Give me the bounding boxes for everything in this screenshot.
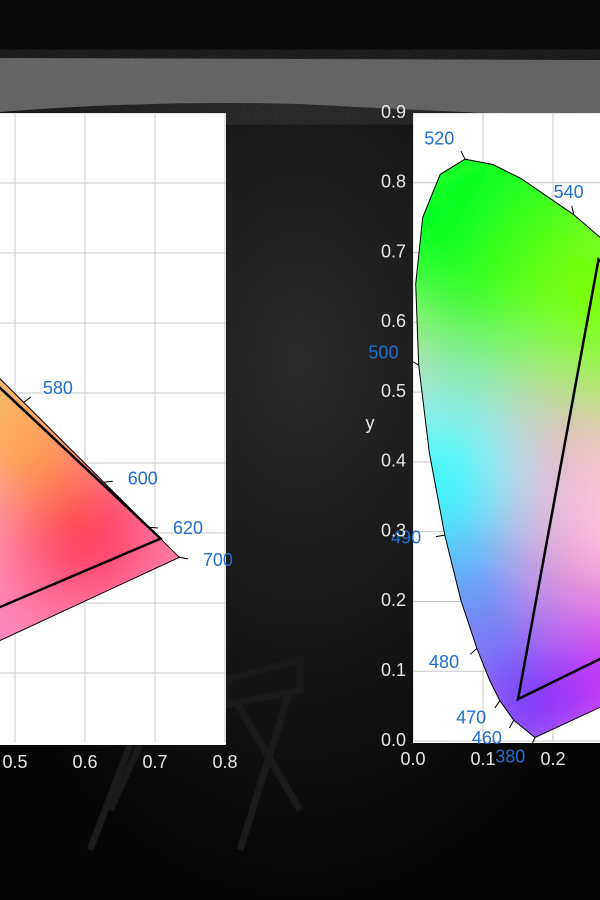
wavelength-label: 490 bbox=[391, 527, 421, 547]
wavelength-tick bbox=[149, 526, 159, 529]
x-tick-label: 0.2 bbox=[540, 749, 565, 769]
wavelength-tick bbox=[23, 396, 32, 403]
wavelength-label: 620 bbox=[173, 518, 203, 538]
wavelength-label: 500 bbox=[368, 342, 398, 362]
wavelength-tick bbox=[530, 737, 536, 746]
wavelength-label: 470 bbox=[456, 707, 486, 727]
gamut-triangle bbox=[516, 257, 600, 702]
color-blob bbox=[415, 385, 531, 566]
x-tick-label: 0.8 bbox=[212, 752, 237, 772]
wavelength-tick bbox=[494, 700, 501, 709]
x-tick-label: 0.1 bbox=[470, 749, 495, 769]
y-tick-label: 0.0 bbox=[381, 730, 406, 750]
x-tick-label: 0.6 bbox=[72, 752, 97, 772]
y-tick-label: 0.7 bbox=[381, 241, 406, 261]
y-tick-label: 0.4 bbox=[381, 451, 406, 471]
y-tick-label: 0.3 bbox=[381, 520, 406, 540]
y-tick-label: 0.9 bbox=[381, 102, 406, 122]
y-tick-label: 0.5 bbox=[381, 381, 406, 401]
wavelength-tick bbox=[410, 360, 420, 366]
wavelength-tick bbox=[571, 205, 575, 215]
y-tick-label: 0.2 bbox=[381, 590, 406, 610]
wavelength-tick bbox=[179, 556, 189, 560]
y-tick-label: 0.1 bbox=[381, 660, 406, 680]
wavelength-tick bbox=[435, 534, 445, 538]
wavelength-label: 460 bbox=[472, 728, 502, 748]
wavelength-label: 520 bbox=[424, 128, 454, 148]
color-blob bbox=[513, 198, 600, 419]
color-blob bbox=[553, 601, 600, 738]
wavelength-tick bbox=[508, 720, 515, 729]
wavelength-label: 600 bbox=[128, 469, 158, 489]
x-tick-label: 0.5 bbox=[2, 752, 27, 772]
wavelength-label: 480 bbox=[429, 652, 459, 672]
spectral-locus bbox=[0, 378, 181, 642]
wavelength-tick bbox=[103, 480, 113, 483]
wavelength-label: 700 bbox=[203, 550, 233, 570]
x-tick-label: 0.7 bbox=[142, 752, 167, 772]
wavelength-tick bbox=[460, 150, 466, 160]
y-axis-label: y bbox=[366, 413, 375, 433]
wavelength-label: 380 bbox=[495, 746, 525, 766]
wavelength-label: 580 bbox=[43, 378, 73, 398]
x-tick-label: 0.0 bbox=[400, 749, 425, 769]
wavelength-label: 540 bbox=[554, 182, 584, 202]
y-tick-label: 0.8 bbox=[381, 172, 406, 192]
y-tick-label: 0.6 bbox=[381, 311, 406, 331]
wavelength-tick bbox=[469, 648, 478, 655]
